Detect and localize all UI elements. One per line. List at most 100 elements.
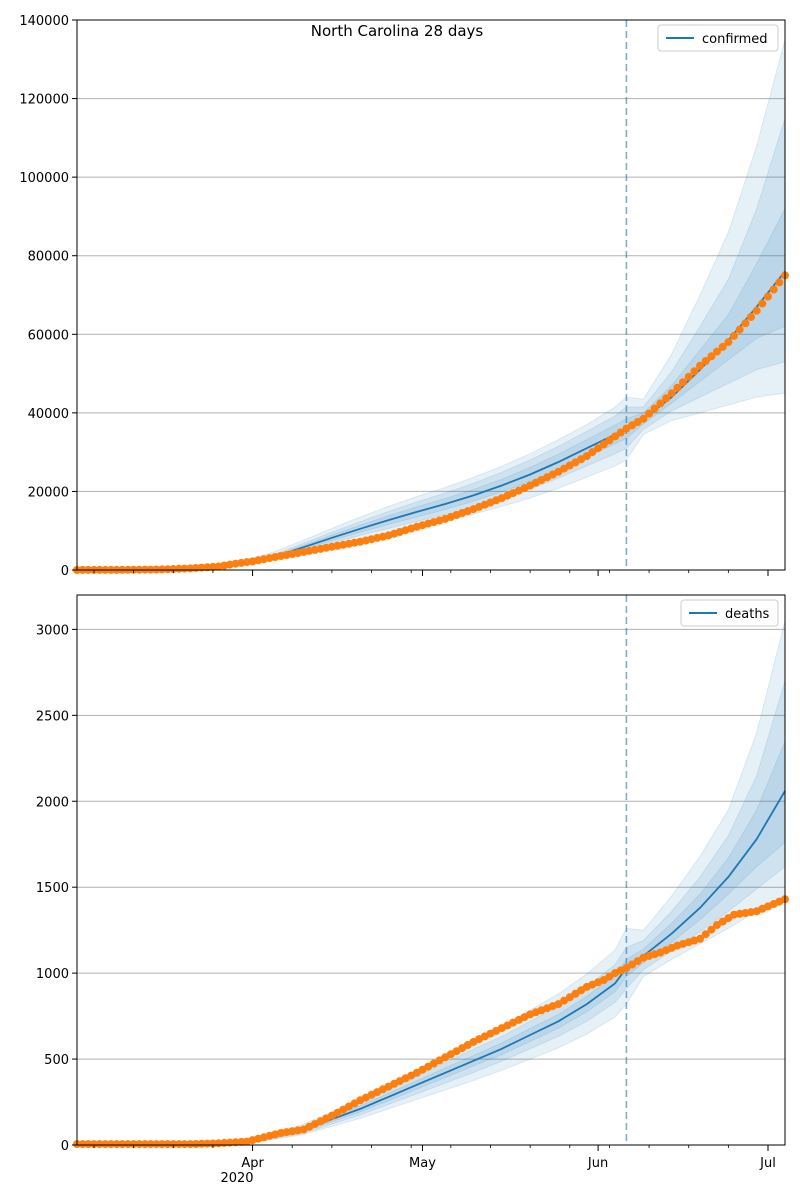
- legend: deaths: [680, 599, 779, 627]
- observed-point: [158, 565, 166, 574]
- observed-point: [146, 1140, 155, 1149]
- observed-point: [180, 564, 189, 573]
- x-tick-label: Jul: [759, 1156, 776, 1171]
- y-tick-label: 20000: [28, 485, 69, 500]
- legend-box: [657, 24, 779, 52]
- y-tick-label: 140000: [19, 14, 69, 29]
- observed-point: [769, 285, 778, 294]
- deaths-chart-panel: 0 500 1000 1500 2000 2500 3000 Apr May Jun Jul 20…: [36, 594, 789, 1186]
- y-tick-label: 0: [61, 564, 69, 579]
- observed-point: [718, 342, 727, 351]
- uncertainty-bands: [76, 39, 786, 571]
- confirmed-chart-panel: 020000400006000080000100000120000140000 …: [19, 14, 789, 579]
- observed-point: [163, 565, 172, 574]
- x-axis-year-label: 2020: [220, 1171, 253, 1186]
- observed-point: [118, 1140, 127, 1149]
- observed-point: [84, 1140, 93, 1149]
- y-axis-ticks: 0 500 1000 1500 2000 2500 3000: [36, 623, 77, 1154]
- observed-point: [124, 1140, 132, 1149]
- observed-point: [690, 367, 699, 376]
- axes-frame: [76, 19, 786, 571]
- observed-point: [231, 1138, 240, 1147]
- observed-point: [701, 930, 710, 939]
- legend-label: confirmed: [702, 32, 768, 47]
- observed-point: [101, 1140, 110, 1149]
- observed-point: [701, 357, 710, 365]
- y-tick-label: 1000: [36, 967, 69, 982]
- observed-point: [667, 389, 676, 398]
- y-axis-ticks: 0 20000 40000 60000 80000 100000 120000 140000: [19, 14, 77, 579]
- y-tick-label: 3000: [36, 623, 69, 638]
- legend: confirmed: [657, 24, 779, 52]
- grid-lines: [77, 19, 785, 571]
- y-tick-label: 40000: [28, 407, 69, 422]
- observed-point: [107, 1140, 115, 1149]
- legend-box: [680, 599, 779, 627]
- uncertainty-band: [76, 39, 786, 571]
- x-tick-label: Jun: [587, 1156, 608, 1171]
- observed-point: [191, 1140, 200, 1148]
- observed-point: [582, 452, 591, 461]
- x-axis-ticks: [93, 570, 769, 576]
- x-axis-ticks: [93, 1145, 769, 1151]
- observed-point: [135, 1140, 144, 1149]
- observed-point: [208, 562, 217, 571]
- observed-point: [764, 292, 772, 301]
- observed-point: [775, 278, 784, 287]
- observed-point: [594, 444, 603, 453]
- observed-point: [175, 564, 183, 573]
- observed-point: [158, 1140, 166, 1149]
- observed-point: [129, 1140, 138, 1149]
- y-tick-label: 2000: [36, 795, 69, 810]
- observed-point: [713, 347, 721, 356]
- observed-point: [707, 925, 716, 934]
- observed-point: [645, 409, 654, 418]
- observed-point: [186, 1140, 195, 1149]
- observed-points: [73, 271, 789, 574]
- axes-frame: [76, 19, 786, 571]
- observed-point: [112, 1140, 121, 1149]
- observed-point: [197, 1139, 206, 1148]
- axes-frame: [76, 594, 786, 1146]
- observed-point: [650, 404, 659, 413]
- observed-point: [696, 934, 704, 943]
- observed-point: [611, 432, 620, 441]
- observed-point: [152, 1140, 161, 1149]
- observed-point: [758, 299, 767, 308]
- observed-point: [639, 414, 648, 423]
- x-axis-labels: Apr May Jun Jul: [241, 1156, 776, 1171]
- observed-point: [169, 565, 178, 573]
- observed-point: [679, 378, 687, 387]
- observed-points: [73, 895, 789, 1149]
- observed-point: [175, 1140, 183, 1149]
- x-tick-label: Apr: [241, 1156, 264, 1171]
- observed-point: [662, 394, 671, 403]
- y-tick-label: 100000: [19, 171, 69, 186]
- observed-point: [163, 1140, 172, 1149]
- observed-point: [735, 325, 744, 334]
- legend-label: deaths: [725, 607, 770, 622]
- chart-title: North Carolina 28 days: [311, 22, 484, 40]
- y-tick-label: 1500: [36, 881, 69, 896]
- observed-point: [707, 352, 716, 361]
- observed-point: [95, 1140, 104, 1149]
- observed-point: [673, 383, 682, 392]
- y-tick-label: 80000: [28, 250, 69, 265]
- observed-point: [588, 448, 597, 457]
- observed-point: [78, 1140, 87, 1149]
- observed-point: [605, 436, 614, 445]
- y-tick-label: 60000: [28, 328, 69, 343]
- observed-point: [752, 306, 761, 315]
- observed-point: [724, 338, 733, 347]
- observed-point: [741, 319, 750, 328]
- y-tick-label: 2500: [36, 709, 69, 724]
- observed-point: [203, 1139, 212, 1148]
- observed-point: [141, 1140, 149, 1149]
- y-tick-label: 0: [61, 1139, 69, 1154]
- observed-point: [696, 361, 704, 370]
- observed-point: [616, 428, 625, 437]
- observed-point: [656, 399, 665, 408]
- observed-point: [169, 1140, 178, 1149]
- observed-point: [180, 1140, 189, 1149]
